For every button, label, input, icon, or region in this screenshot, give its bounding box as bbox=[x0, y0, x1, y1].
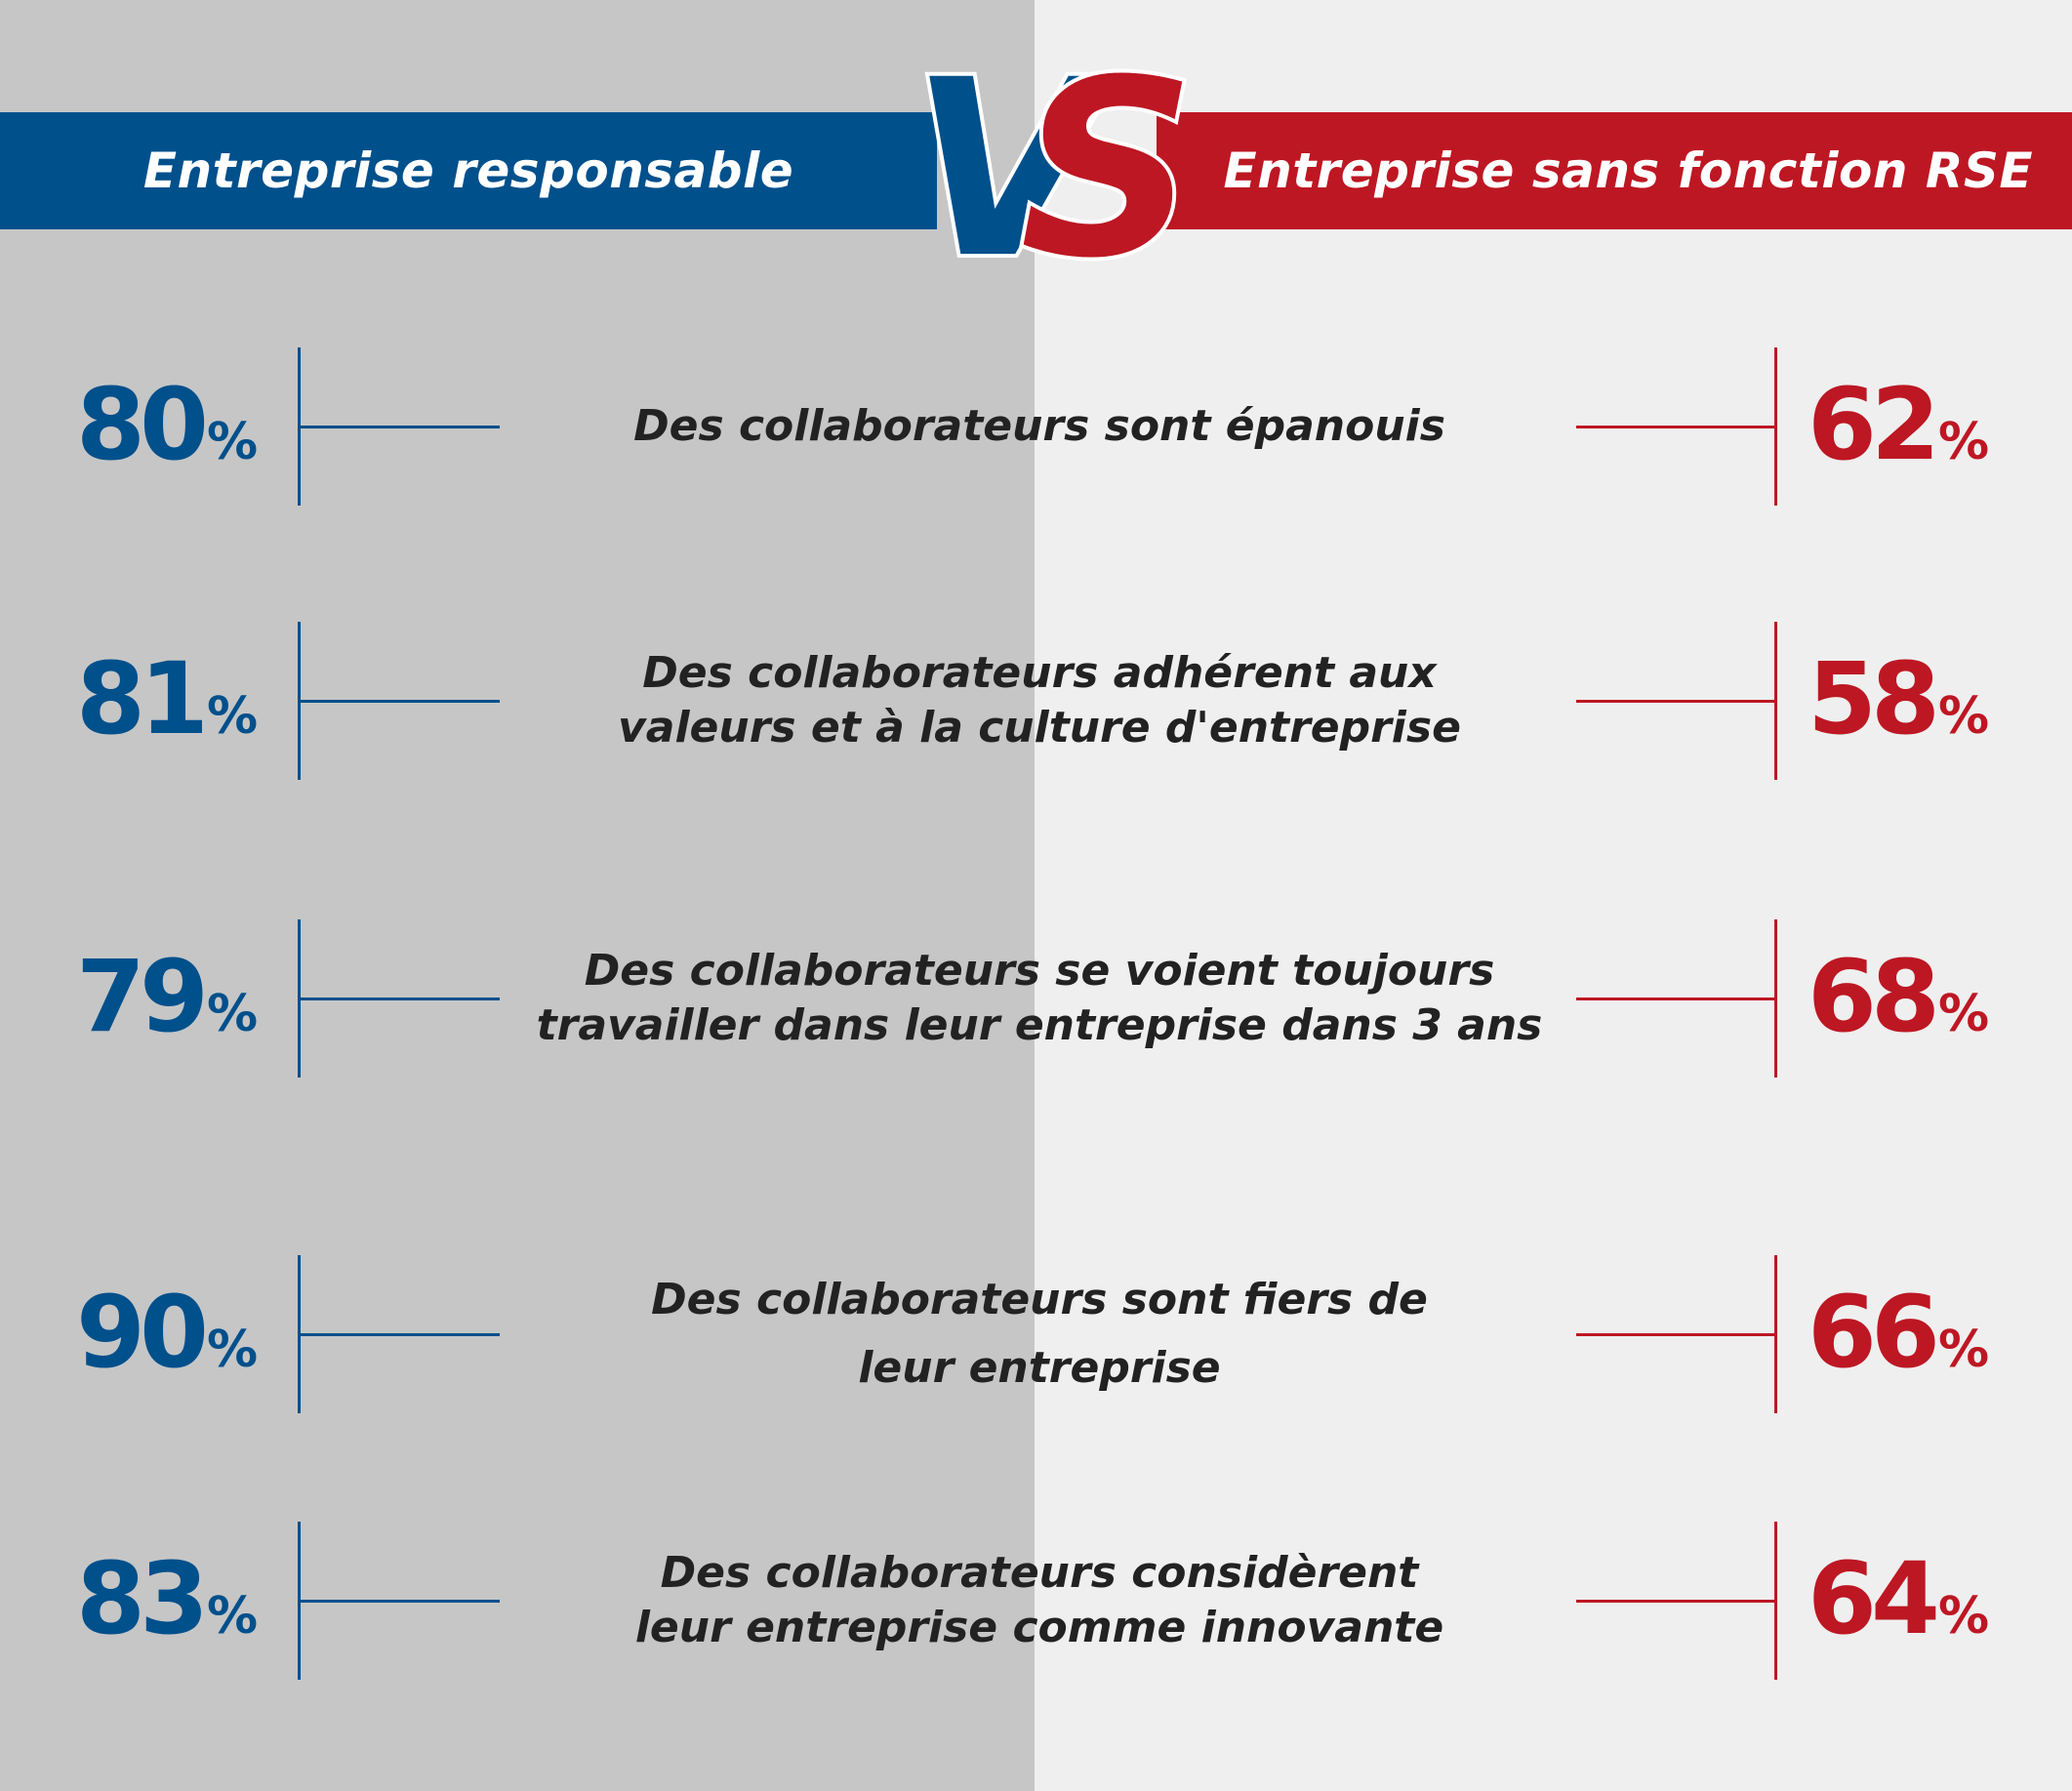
right-connector-vertical bbox=[1774, 347, 1777, 506]
right-percentage-sign: % bbox=[1937, 1587, 1990, 1646]
right-percentage-value: 68 bbox=[1808, 939, 1940, 1055]
left-connector-horizontal bbox=[300, 1333, 500, 1336]
right-percentage-sign: % bbox=[1937, 687, 1990, 746]
left-percentage-sign: % bbox=[206, 985, 259, 1043]
left-percentage-sign: % bbox=[206, 687, 259, 746]
right-percentage: 66% bbox=[1808, 1283, 1989, 1383]
left-percentage-sign: % bbox=[206, 413, 259, 471]
left-connector-vertical bbox=[298, 347, 301, 506]
left-percentage: 90% bbox=[76, 1283, 258, 1383]
left-connector-horizontal bbox=[300, 426, 500, 428]
row-label: Des collaborateurs adhérent aux valeurs … bbox=[618, 648, 1461, 753]
right-percentage-sign: % bbox=[1937, 985, 1990, 1043]
left-connector-horizontal bbox=[300, 700, 500, 703]
left-percentage-value: 81 bbox=[76, 641, 209, 757]
left-percentage-value: 79 bbox=[76, 939, 209, 1055]
left-connector-vertical bbox=[298, 1255, 301, 1413]
left-percentage-value: 80 bbox=[76, 367, 209, 483]
right-percentage: 68% bbox=[1808, 948, 1989, 1047]
row-label: Des collaborateurs sont épanouis bbox=[633, 401, 1445, 451]
right-connector-vertical bbox=[1774, 919, 1777, 1078]
left-percentage-sign: % bbox=[206, 1587, 259, 1646]
right-panel-background bbox=[1035, 0, 2072, 1791]
right-percentage-sign: % bbox=[1937, 1321, 1990, 1379]
right-connector-horizontal bbox=[1576, 1333, 1776, 1336]
row-label: Des collaborateurs considèrent leur entr… bbox=[634, 1548, 1444, 1652]
right-connector-vertical bbox=[1774, 1522, 1777, 1680]
left-percentage: 81% bbox=[76, 650, 258, 750]
left-percentage-value: 83 bbox=[76, 1541, 209, 1657]
left-percentage-value: 90 bbox=[76, 1275, 209, 1391]
right-percentage-value: 62 bbox=[1808, 367, 1940, 483]
left-connector-vertical bbox=[298, 1522, 301, 1680]
right-header-band: Entreprise sans fonction RSE bbox=[1157, 112, 2072, 229]
right-percentage: 64% bbox=[1808, 1550, 1989, 1649]
row-label: Des collaborateurs sont fiers de leur en… bbox=[651, 1275, 1428, 1393]
left-percentage: 79% bbox=[76, 948, 258, 1047]
right-header-label: Entreprise sans fonction RSE bbox=[1223, 142, 2033, 199]
left-connector-horizontal bbox=[300, 997, 500, 1000]
right-percentage: 62% bbox=[1808, 376, 1989, 475]
right-percentage-value: 64 bbox=[1808, 1541, 1940, 1657]
right-percentage-value: 66 bbox=[1808, 1275, 1940, 1391]
left-connector-horizontal bbox=[300, 1600, 500, 1603]
right-connector-vertical bbox=[1774, 1255, 1777, 1413]
left-percentage: 83% bbox=[76, 1550, 258, 1649]
vs-letter-v: V bbox=[911, 27, 1116, 311]
right-percentage: 58% bbox=[1808, 650, 1989, 750]
right-connector-horizontal bbox=[1576, 426, 1776, 428]
left-connector-vertical bbox=[298, 919, 301, 1078]
right-connector-horizontal bbox=[1576, 997, 1776, 1000]
right-percentage-value: 58 bbox=[1808, 641, 1940, 757]
row-label: Des collaborateurs se voient toujours tr… bbox=[536, 946, 1543, 1050]
left-header-label: Entreprise responsable bbox=[142, 142, 794, 199]
right-connector-horizontal bbox=[1576, 700, 1776, 703]
left-connector-vertical bbox=[298, 622, 301, 780]
right-connector-horizontal bbox=[1576, 1600, 1776, 1603]
vs-logo: V S bbox=[907, 23, 1199, 315]
left-percentage-sign: % bbox=[206, 1321, 259, 1379]
right-percentage-sign: % bbox=[1937, 413, 1990, 471]
left-header-band: Entreprise responsable bbox=[0, 112, 937, 229]
vs-letter-s: S bbox=[1020, 27, 1196, 311]
left-percentage: 80% bbox=[76, 376, 258, 475]
right-connector-vertical bbox=[1774, 622, 1777, 780]
left-panel-background bbox=[0, 0, 1035, 1791]
